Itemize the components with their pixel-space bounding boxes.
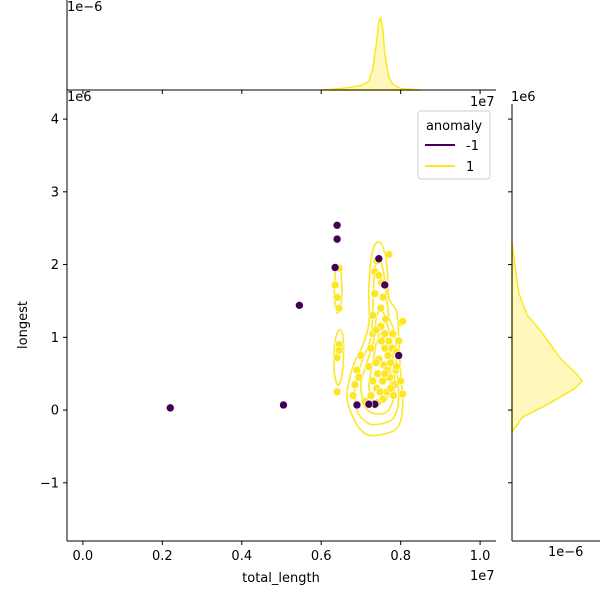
y-tick-label: 2: [51, 258, 59, 273]
scatter-points: [165, 221, 407, 413]
point-anomaly: [295, 301, 304, 310]
y-axis-ticks: −1 0 1 2 3 4: [40, 113, 67, 491]
point-normal: [388, 329, 398, 338]
x-tick-label: 0.0: [73, 549, 94, 564]
legend-title: anomaly: [426, 119, 482, 134]
x-tick-label: 0.4: [231, 549, 252, 564]
kde-contour-line: [333, 329, 345, 387]
right-marginal-scale-label: 1e−6: [548, 545, 583, 560]
top-marginal-plot: 1e−6 1e7: [66, 0, 496, 110]
legend: anomaly -1 1: [417, 110, 491, 180]
point-anomaly: [332, 234, 342, 244]
point-normal: [348, 391, 358, 400]
right-marginal-kde: [511, 242, 583, 435]
point-normal: [389, 391, 398, 400]
point-normal: [352, 365, 362, 375]
x-axis-ticks: 0.0 0.2 0.4 0.6 0.8 1.0: [73, 541, 491, 564]
point-normal: [330, 280, 340, 290]
point-normal: [374, 271, 384, 280]
point-normal: [380, 343, 390, 353]
point-normal: [398, 317, 407, 326]
point-normal: [378, 293, 388, 302]
point-normal: [364, 362, 374, 371]
point-anomaly: [380, 280, 390, 290]
x-tick-label: 1.0: [470, 549, 491, 564]
point-normal: [370, 289, 380, 298]
point-anomaly: [374, 254, 384, 264]
point-normal: [381, 314, 390, 324]
x-axis-label: total_length: [242, 571, 320, 586]
point-anomaly: [279, 400, 288, 410]
point-anomaly: [330, 263, 340, 272]
point-normal: [377, 336, 386, 346]
point-normal: [350, 380, 360, 389]
right-marginal-density: [511, 242, 583, 435]
point-normal: [383, 351, 393, 360]
point-anomaly: [165, 403, 175, 413]
point-normal: [398, 389, 407, 399]
y-tick-label: 4: [51, 113, 59, 128]
top-marginal-kde: [321, 15, 421, 91]
point-normal: [394, 336, 403, 346]
y-offset-label: 1e6: [67, 90, 92, 105]
point-normal: [371, 325, 381, 335]
point-normal: [384, 250, 394, 259]
y-tick-label: 1: [51, 331, 59, 346]
top-marginal-x-offset-label: 1e7: [470, 95, 495, 110]
y-tick-label: 0: [51, 404, 59, 419]
y-tick-label: −1: [40, 476, 59, 491]
point-normal: [366, 391, 376, 400]
top-marginal-scale-label: 1e−6: [67, 0, 102, 15]
point-normal: [371, 358, 381, 368]
point-normal: [332, 353, 342, 362]
right-marginal-plot: 1e6 1e−6: [508, 90, 600, 560]
x-tick-label: 0.2: [152, 549, 173, 564]
y-tick-label: 3: [51, 185, 59, 200]
x-tick-label: 0.8: [390, 549, 411, 564]
point-normal: [354, 373, 364, 382]
point-normal: [376, 303, 386, 313]
point-anomaly: [352, 400, 362, 410]
top-marginal-density: [321, 15, 421, 91]
kde-contour-line: [346, 241, 404, 437]
point-anomaly: [394, 351, 403, 360]
x-offset-label: 1e7: [470, 569, 495, 584]
right-marginal-y-offset-label: 1e6: [511, 90, 536, 105]
point-normal: [380, 329, 390, 338]
y-axis-label: longest: [16, 301, 31, 349]
point-normal: [332, 293, 342, 302]
point-normal: [386, 383, 396, 393]
point-normal: [380, 369, 390, 378]
legend-label-neg: -1: [466, 139, 479, 154]
point-anomaly: [364, 399, 374, 409]
point-normal: [356, 351, 366, 360]
point-normal: [368, 376, 378, 386]
point-normal: [332, 387, 342, 397]
point-normal: [366, 343, 376, 353]
point-normal: [368, 311, 378, 320]
point-anomaly: [332, 221, 342, 230]
point-normal: [384, 336, 394, 346]
point-normal: [375, 387, 385, 397]
x-tick-label: 0.6: [311, 549, 332, 564]
point-normal: [334, 303, 344, 313]
point-normal: [373, 369, 382, 378]
point-normal: [392, 362, 401, 371]
legend-label-pos: 1: [466, 160, 474, 175]
point-normal: [334, 346, 344, 355]
point-normal: [396, 376, 405, 386]
main-axes: 0.0 0.2 0.4 0.6 0.8 1.0 −1 0 1 2 3 4 1e6 1e7 total…: [16, 90, 496, 586]
